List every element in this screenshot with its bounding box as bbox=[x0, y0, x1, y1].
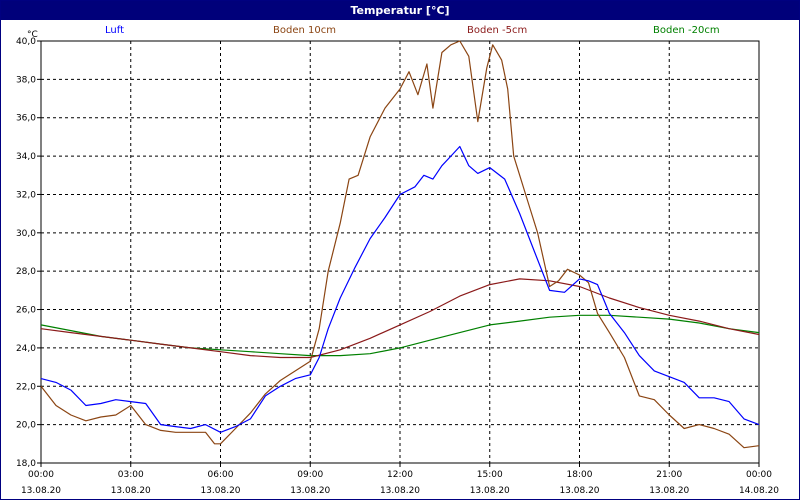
x-tick-label-time: 06:00 bbox=[208, 470, 234, 480]
x-tick-label-date: 13.08.20 bbox=[649, 486, 689, 496]
x-tick-label-date: 13.08.20 bbox=[21, 486, 61, 496]
legend-boden-20cm: Boden -20cm bbox=[653, 25, 720, 36]
y-tick-label: 32,0 bbox=[16, 190, 36, 200]
y-tick-label: 18,0 bbox=[16, 459, 36, 469]
x-tick-label-time: 00:00 bbox=[28, 470, 54, 480]
y-tick-label: 26,0 bbox=[16, 306, 36, 316]
x-tick-label-time: 18:00 bbox=[567, 470, 593, 480]
x-tick-label-date: 13.08.20 bbox=[290, 486, 330, 496]
x-tick-label-time: 15:00 bbox=[477, 470, 503, 480]
y-tick-label: 38,0 bbox=[16, 75, 36, 85]
y-tick-label: 28,0 bbox=[16, 267, 36, 277]
y-tick-label: 20,0 bbox=[16, 421, 36, 431]
x-tick-label-date: 13.08.20 bbox=[200, 486, 240, 496]
chart-title: Temperatur [°C] bbox=[1, 1, 799, 20]
x-tick-label-time: 12:00 bbox=[387, 470, 413, 480]
y-tick-label: 22,0 bbox=[16, 382, 36, 392]
legend-luft: Luft bbox=[105, 25, 124, 36]
x-tick-label-date: 13.08.20 bbox=[470, 486, 510, 496]
x-tick-label-time: 03:00 bbox=[118, 470, 144, 480]
x-tick-label-date: 13.08.20 bbox=[380, 486, 420, 496]
x-tick-label-date: 14.08.20 bbox=[739, 486, 779, 496]
x-tick-label-time: 21:00 bbox=[656, 470, 682, 480]
x-tick-label-time: 09:00 bbox=[297, 470, 323, 480]
legend-boden-5cm: Boden -5cm bbox=[467, 25, 528, 36]
x-tick-label-date: 13.08.20 bbox=[111, 486, 151, 496]
y-tick-label: 34,0 bbox=[16, 152, 36, 162]
x-tick-label-time: 00:00 bbox=[746, 470, 772, 480]
series-line-boden-5cm bbox=[40, 278, 760, 359]
series-line-luft bbox=[40, 145, 760, 433]
y-tick-label: 30,0 bbox=[16, 229, 36, 239]
y-tick-label: 24,0 bbox=[16, 344, 36, 354]
y-tick-label: 36,0 bbox=[16, 114, 36, 124]
y-axis-unit: °C bbox=[27, 30, 38, 40]
x-tick-label-date: 13.08.20 bbox=[559, 486, 599, 496]
y-tick-label: 40,0 bbox=[16, 37, 36, 47]
legend-boden-10cm: Boden 10cm bbox=[273, 25, 336, 36]
series-line-boden-10cm bbox=[40, 40, 760, 449]
